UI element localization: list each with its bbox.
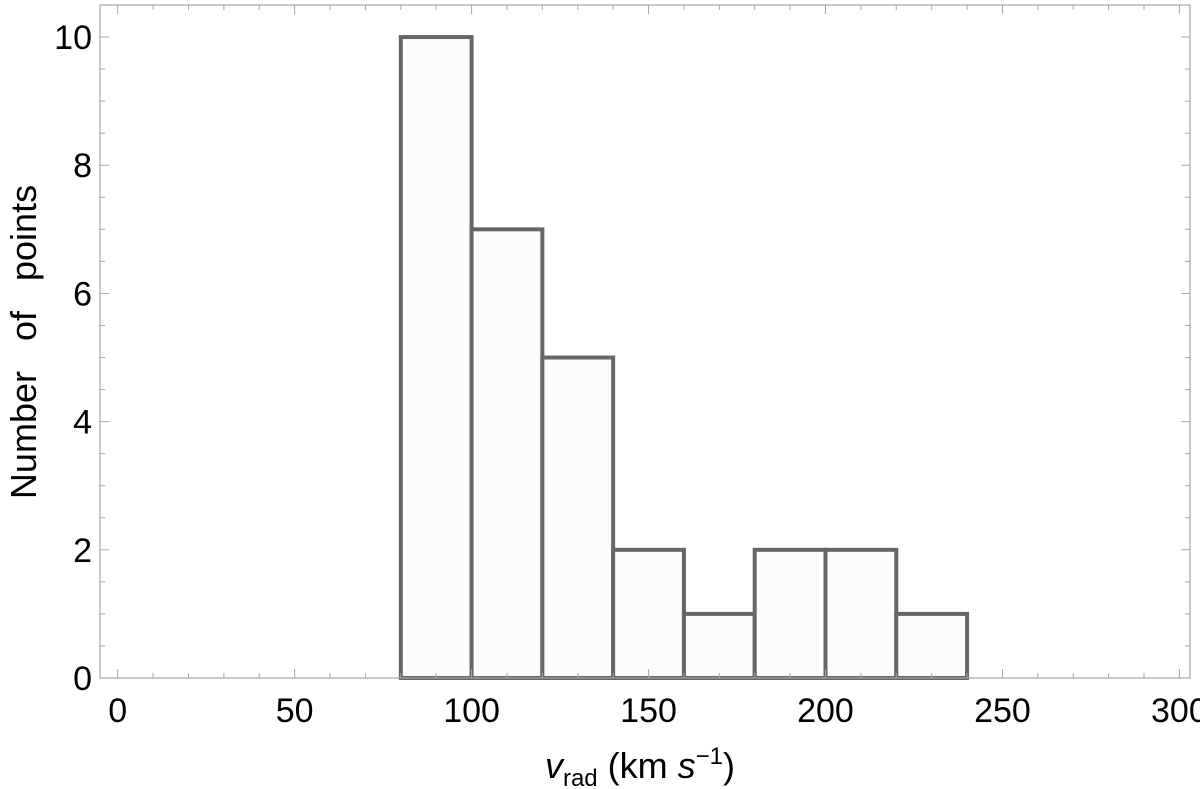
histogram-bar-6 [752, 547, 828, 680]
x-axis-label-sub: rad [563, 765, 598, 789]
bars-group [398, 35, 970, 681]
plot-frame [99, 4, 1191, 679]
y-tick-label: 4 [73, 404, 92, 442]
x-tick-label: 300 [1151, 692, 1200, 730]
x-tick-label: 250 [974, 692, 1031, 730]
histogram-bar-7 [823, 547, 899, 680]
histogram-bar-4 [611, 547, 686, 680]
x-tick-label: 150 [620, 692, 677, 730]
x-axis-label-close: ) [723, 745, 735, 786]
y-tick-label: 8 [73, 147, 92, 185]
y-tick-label: 2 [73, 532, 92, 570]
tick-labels-group: 0 50 100 150 200 250 300 0 2 4 6 8 10 [54, 19, 1200, 730]
y-tick-label: 10 [54, 19, 92, 57]
histogram-bar-5 [681, 611, 757, 681]
histogram-bar-8 [894, 611, 970, 681]
histogram-bar-3 [540, 355, 616, 680]
x-tick-label: 0 [108, 692, 127, 730]
x-tick-label: 200 [797, 692, 854, 730]
x-axis-label-exp: −1 [696, 743, 723, 770]
x-tick-label: 50 [276, 692, 314, 730]
x-tick-label: 100 [443, 692, 500, 730]
x-axis-label-s: s [678, 745, 696, 786]
y-axis-label: Number of points [3, 185, 44, 499]
histogram-bar-2 [469, 227, 545, 680]
x-axis-label: vrad (km s−1) [545, 743, 735, 789]
ticks-group [100, 4, 1190, 679]
y-tick-label: 0 [73, 660, 92, 698]
x-axis-label-units: (km [598, 745, 678, 786]
y-tick-label: 6 [73, 275, 92, 313]
x-axis-label-var: v [545, 745, 565, 786]
histogram-bar-1 [398, 35, 474, 681]
